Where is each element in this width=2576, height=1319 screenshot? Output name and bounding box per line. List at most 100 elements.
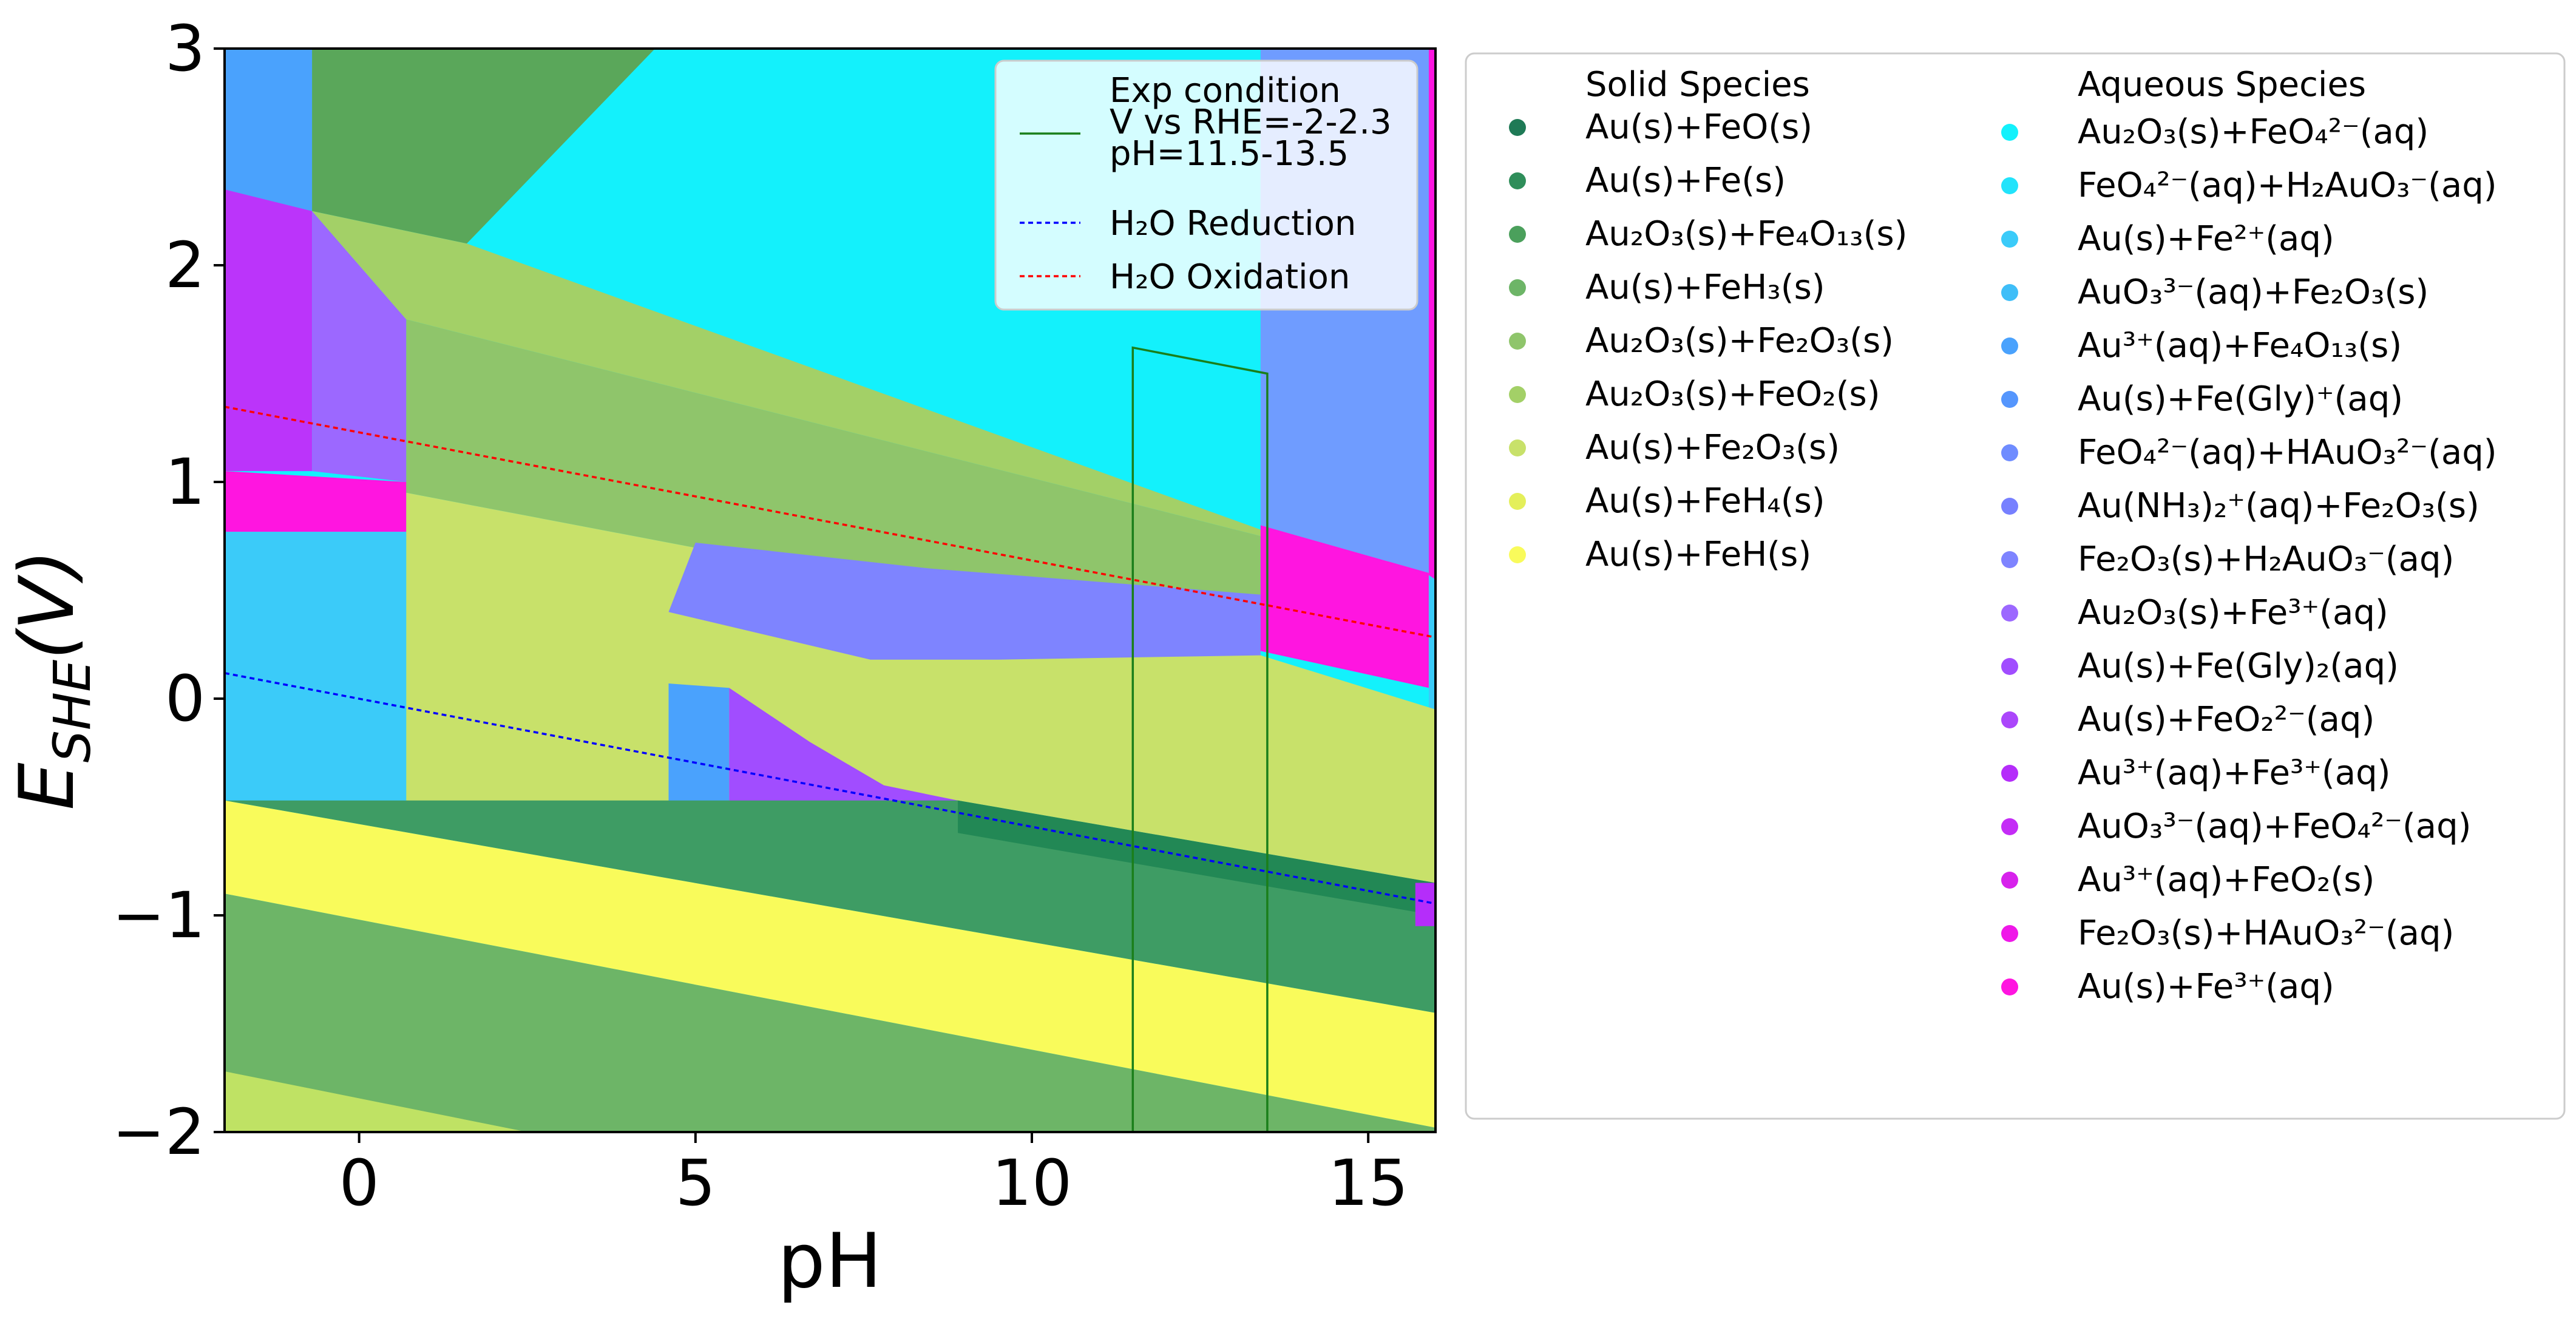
solid-species-label: Au₂O₃(s)+Fe₄O₁₃(s) [1585, 214, 1907, 254]
line-legend-label: V vs RHE=-2-2.3 [1110, 103, 1392, 142]
aqueous-species-label: Fe₂O₃(s)+H₂AuO₃⁻(aq) [2078, 540, 2454, 579]
stability-region-15 [729, 688, 958, 835]
stability-regions [225, 49, 1435, 1132]
aqueous-species-marker [2001, 498, 2018, 515]
aqueous-species-marker [2001, 177, 2018, 194]
stability-region-13 [668, 543, 1261, 660]
aqueous-species-marker [2001, 818, 2018, 835]
aqueous-species-label: FeO₄²⁻(aq)+HAuO₃²⁻(aq) [2078, 433, 2497, 472]
species-legend-box [1465, 52, 2566, 1120]
y-axis-label: ESHE(V) [4, 549, 102, 810]
aqueous-species-label: Au₂O₃(s)+FeO₄²⁻(aq) [2078, 112, 2429, 152]
aqueous-species-label: Au(s)+Fe³⁺(aq) [2078, 967, 2334, 1006]
aqueous-species-label: AuO₃³⁻(aq)+Fe₂O₃(s) [2078, 273, 2429, 312]
stability-region-6 [225, 189, 313, 472]
stability-region-22 [225, 1071, 527, 1132]
x-tick-label: 5 [676, 1146, 716, 1220]
line-legend-label: Exp condition [1110, 71, 1341, 110]
aqueous-species-label: Au(s)+Fe(Gly)₂(aq) [2078, 646, 2399, 686]
y-axis: −2 −1 0 1 2 3 [112, 12, 225, 1169]
exp-condition-line [1131, 346, 1269, 1132]
plot-frame [223, 47, 1437, 1133]
data-lines [225, 346, 1435, 1132]
aqueous-species-marker [2001, 605, 2018, 622]
solid-species-marker [1509, 226, 1526, 243]
h2o-reduction-line [225, 672, 1435, 905]
stability-region-4 [225, 49, 313, 211]
y-tick-label: 3 [165, 12, 205, 86]
aqueous-species-header: Aqueous Species [2078, 65, 2366, 104]
stability-region-7 [312, 211, 407, 482]
aqueous-species-label: AuO₃³⁻(aq)+FeO₄²⁻(aq) [2078, 807, 2472, 846]
solid-species-marker [1509, 386, 1526, 403]
plot-area [225, 49, 1435, 1132]
aqueous-species-label: Fe₂O₃(s)+HAuO₃²⁻(aq) [2078, 914, 2454, 953]
solid-species-label: Au(s)+FeH₃(s) [1585, 268, 1825, 307]
stability-region-10 [312, 211, 1261, 537]
aqueous-species-label: Au³⁺(aq)+Fe₄O₁₃(s) [2078, 326, 2402, 365]
line-legend-box [994, 59, 1418, 311]
aqueous-species-label: Au(NH₃)₂⁺(aq)+Fe₂O₃(s) [2078, 486, 2479, 526]
stability-region-9 [225, 532, 407, 807]
line-legend-label: H₂O Reduction [1110, 204, 1356, 243]
aqueous-species-marker [2001, 658, 2018, 675]
aqueous-species-label: Au₂O₃(s)+Fe³⁺(aq) [2078, 593, 2388, 632]
x-axis: 0 5 10 15 [339, 1132, 1408, 1220]
aqueous-species-marker [2001, 391, 2018, 408]
solid-species-label: Au₂O₃(s)+FeO₂(s) [1585, 375, 1880, 414]
species-legend: Solid Species Aqueous Species Au(s)+FeO(… [1465, 52, 2566, 1120]
x-tick-label: 15 [1328, 1146, 1408, 1220]
y-tick-label: −1 [112, 878, 205, 952]
y-tick-label: −2 [112, 1095, 205, 1169]
solid-species-marker [1509, 439, 1526, 456]
stability-region-3 [1428, 49, 1435, 580]
aqueous-species-marker [2001, 872, 2018, 889]
solid-species-label: Au(s)+Fe₂O₃(s) [1585, 428, 1840, 467]
solid-species-label: Au(s)+FeH(s) [1585, 535, 1811, 574]
h2o-oxidation-line [225, 405, 1435, 639]
solid-species-marker [1509, 546, 1526, 563]
stability-region-12 [406, 492, 1435, 883]
y-tick-label: 1 [165, 445, 205, 519]
aqueous-species-marker [2001, 231, 2018, 248]
solid-species-marker [1509, 493, 1526, 510]
stability-region-11 [406, 319, 1261, 656]
solid-species-marker [1509, 333, 1526, 350]
line-legend-label: H₂O Oxidation [1110, 257, 1350, 297]
solid-species-label: Au(s)+Fe(s) [1585, 161, 1786, 200]
line-legend-label: pH=11.5-13.5 [1110, 134, 1349, 174]
aqueous-species-marker [2001, 978, 2018, 995]
solid-species-label: Au(s)+FeH₄(s) [1585, 481, 1825, 521]
aqueous-species-label: Au³⁺(aq)+FeO₂(s) [2078, 860, 2374, 900]
aqueous-species-marker [2001, 284, 2018, 301]
aqueous-species-label: Au(s)+FeO₂²⁻(aq) [2078, 700, 2374, 739]
aqueous-species-label: Au(s)+Fe²⁺(aq) [2078, 219, 2334, 259]
aqueous-species-marker [2001, 444, 2018, 461]
aqueous-species-label: Au(s)+Fe(Gly)⁺(aq) [2078, 379, 2403, 419]
x-tick-label: 10 [992, 1146, 1072, 1220]
aqueous-species-label: FeO₄²⁻(aq)+H₂AuO₃⁻(aq) [2078, 166, 2497, 205]
solid-species-marker [1509, 172, 1526, 189]
x-axis-label: pH [778, 1218, 882, 1305]
solid-species-label: Au₂O₃(s)+Fe₂O₃(s) [1585, 321, 1894, 361]
aqueous-species-marker [2001, 551, 2018, 568]
y-tick-label: 0 [165, 662, 205, 736]
solid-species-label: Au(s)+FeO(s) [1585, 107, 1812, 147]
y-tick-label: 2 [165, 228, 205, 302]
aqueous-species-marker [2001, 337, 2018, 354]
stability-region-5 [312, 49, 656, 244]
stability-region-8 [225, 471, 407, 532]
aqueous-species-marker [2001, 124, 2018, 141]
x-tick-label: 0 [339, 1146, 379, 1220]
aqueous-species-marker [2001, 765, 2018, 782]
aqueous-species-marker [2001, 925, 2018, 942]
solid-species-marker [1509, 119, 1526, 136]
aqueous-species-marker [2001, 711, 2018, 728]
stability-region-14 [668, 683, 730, 814]
solid-species-marker [1509, 279, 1526, 296]
stability-region-16 [1260, 525, 1429, 688]
stability-region-19 [1415, 883, 1435, 926]
solid-species-header: Solid Species [1585, 65, 1810, 104]
